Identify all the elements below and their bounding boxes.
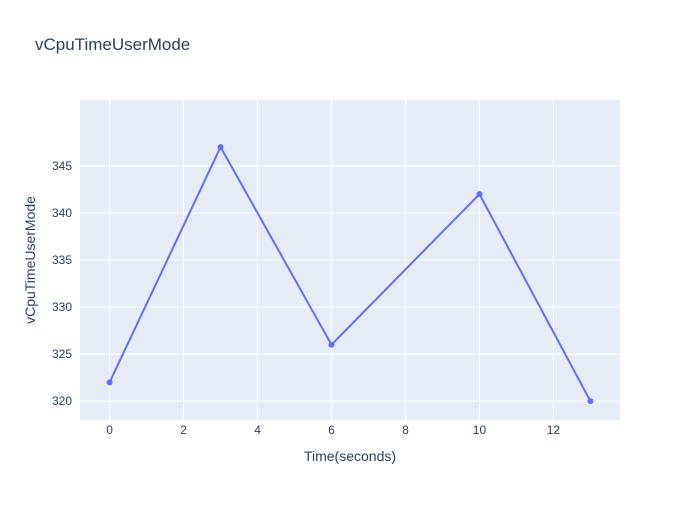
- x-tick-label: 2: [180, 423, 187, 437]
- x-tick-label: 8: [402, 423, 409, 437]
- y-axis-label: vCpuTimeUserMode: [22, 196, 38, 324]
- y-axis: 320 325 330 335 340 345: [52, 159, 72, 408]
- x-tick-label: 12: [547, 423, 561, 437]
- data-point: [217, 144, 224, 151]
- x-tick-label: 6: [328, 423, 335, 437]
- y-tick-label: 325: [52, 347, 72, 361]
- x-axis-label: Time(seconds): [304, 448, 396, 464]
- grid-layer: [80, 100, 620, 420]
- y-tick-label: 320: [52, 394, 72, 408]
- x-tick-label: 4: [254, 423, 261, 437]
- data-point: [476, 191, 483, 198]
- data-point: [587, 398, 594, 405]
- x-tick-label: 10: [473, 423, 487, 437]
- data-point: [106, 379, 113, 386]
- y-tick-label: 345: [52, 159, 72, 173]
- plot-area: [80, 100, 620, 420]
- y-tick-label: 330: [52, 300, 72, 314]
- x-tick-label: 0: [106, 423, 113, 437]
- y-tick-label: 335: [52, 253, 72, 267]
- x-axis: 0 2 4 6 8 10 12: [106, 423, 560, 437]
- series-layer: [106, 144, 594, 405]
- y-tick-label: 340: [52, 206, 72, 220]
- chart-title: vCpuTimeUserMode: [35, 35, 190, 54]
- data-point: [328, 341, 335, 348]
